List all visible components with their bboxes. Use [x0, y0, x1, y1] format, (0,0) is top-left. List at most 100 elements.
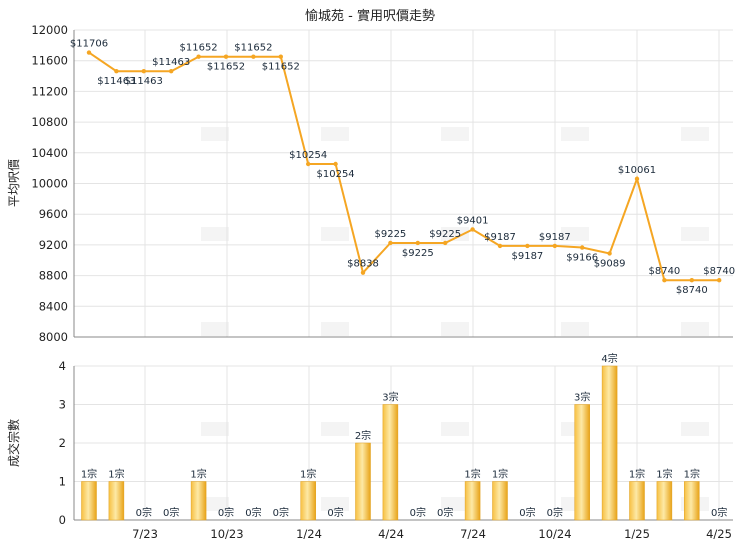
volume-bar	[300, 481, 316, 521]
price-data-label: $11706	[70, 39, 108, 50]
watermark-mark	[201, 497, 229, 511]
volume-bar	[574, 404, 590, 521]
price-data-label: $11652	[234, 43, 272, 54]
x-tick-label: 4/25	[706, 527, 732, 541]
price-point	[388, 240, 393, 246]
price-tick-label: 12000	[31, 23, 68, 37]
price-point	[634, 176, 640, 182]
price-data-label: $11463	[97, 76, 135, 87]
volume-data-label: 1宗	[108, 468, 124, 481]
volume-bar	[492, 481, 508, 521]
volume-tick-label: 4	[59, 359, 66, 373]
price-data-label: $11652	[207, 62, 245, 73]
volume-data-label: 1宗	[656, 468, 672, 481]
price-point	[306, 161, 311, 167]
price-data-label: $9225	[402, 248, 434, 259]
price-point	[169, 69, 174, 74]
price-point	[470, 227, 475, 232]
volume-bar	[464, 481, 481, 521]
x-tick-label: 10/24	[538, 527, 571, 541]
volume-data-label: 1宗	[300, 468, 316, 481]
price-data-label: $8740	[703, 266, 735, 277]
x-tick-label: 7/24	[460, 527, 486, 541]
watermark-mark	[321, 322, 349, 336]
price-tick-label: 8400	[39, 299, 68, 313]
price-data-label: $11652	[180, 43, 218, 54]
price-data-label: $9401	[457, 215, 489, 226]
watermark-mark	[441, 422, 469, 436]
watermark-mark	[681, 227, 709, 241]
volume-axis-title: 成交宗數	[6, 419, 21, 467]
price-point	[360, 270, 366, 275]
price-line	[88, 51, 720, 282]
price-point	[278, 54, 283, 59]
watermark-mark	[441, 227, 469, 241]
price-point	[86, 50, 92, 55]
volume-data-label: 1宗	[492, 468, 508, 481]
price-data-label: $8838	[347, 259, 379, 270]
price-data-label: $10254	[289, 150, 327, 161]
price-data-label: $11463	[152, 57, 190, 68]
price-axis-title: 平均呎價	[7, 159, 21, 207]
volume-data-label: 0宗	[218, 506, 234, 519]
volume-bar	[382, 404, 399, 521]
volume-data-label: 1宗	[629, 468, 645, 481]
volume-data-label: 1宗	[190, 468, 206, 481]
price-point	[717, 278, 722, 283]
volume-tick-label: 3	[59, 398, 66, 412]
volume-data-label: 0宗	[163, 506, 179, 519]
volume-bar	[601, 365, 618, 521]
price-tick-label: 11200	[31, 84, 68, 98]
volume-data-label: 2宗	[355, 429, 371, 442]
watermark-layer	[201, 127, 709, 511]
price-point	[114, 69, 119, 74]
volume-bar	[81, 481, 97, 521]
price-data-label: $9225	[429, 229, 461, 240]
volume-data-label: 0宗	[245, 506, 261, 519]
watermark-mark	[321, 127, 349, 141]
grid-lines	[74, 29, 733, 521]
volume-bar	[629, 481, 645, 521]
x-tick-label: 7/23	[132, 527, 158, 541]
volume-data-label: 0宗	[327, 506, 343, 519]
watermark-mark	[321, 422, 349, 436]
watermark-mark	[561, 227, 589, 241]
price-point	[251, 54, 256, 59]
watermark-mark	[561, 127, 589, 141]
volume-tick-label: 1	[59, 475, 66, 489]
volume-data-label: 1宗	[684, 468, 700, 481]
watermark-mark	[441, 497, 469, 511]
price-data-label: $9089	[594, 258, 626, 269]
price-data-label: $10061	[618, 165, 656, 176]
watermark-mark	[201, 422, 229, 436]
price-point	[141, 69, 146, 74]
volume-data-label: 0宗	[437, 506, 453, 519]
price-data-label: $10254	[317, 169, 355, 180]
price-point	[662, 278, 667, 283]
x-tick-label: 10/23	[210, 527, 243, 541]
price-tick-label: 10400	[31, 146, 68, 160]
watermark-mark	[201, 127, 229, 141]
price-data-label: $11463	[125, 76, 163, 87]
volume-data-label: 0宗	[410, 506, 426, 519]
price-data-label: $8740	[676, 285, 708, 296]
bar-series	[81, 365, 700, 521]
watermark-mark	[321, 497, 349, 511]
volume-tick-label: 2	[59, 436, 66, 450]
volume-bar	[190, 481, 207, 521]
price-data-label: $8740	[648, 266, 680, 277]
price-point	[443, 240, 448, 246]
volume-data-label: 0宗	[519, 506, 535, 519]
price-tick-label: 8000	[39, 330, 68, 344]
volume-data-label: 4宗	[601, 352, 617, 365]
watermark-mark	[441, 127, 469, 141]
volume-data-label: 1宗	[81, 468, 97, 481]
price-point	[497, 243, 503, 249]
price-tick-label: 9200	[39, 238, 68, 252]
axes: 8000840088009200960010000104001080011200…	[6, 23, 733, 541]
x-tick-label: 1/24	[296, 527, 322, 541]
price-data-label: $9225	[374, 229, 406, 240]
x-tick-label: 4/24	[378, 527, 404, 541]
